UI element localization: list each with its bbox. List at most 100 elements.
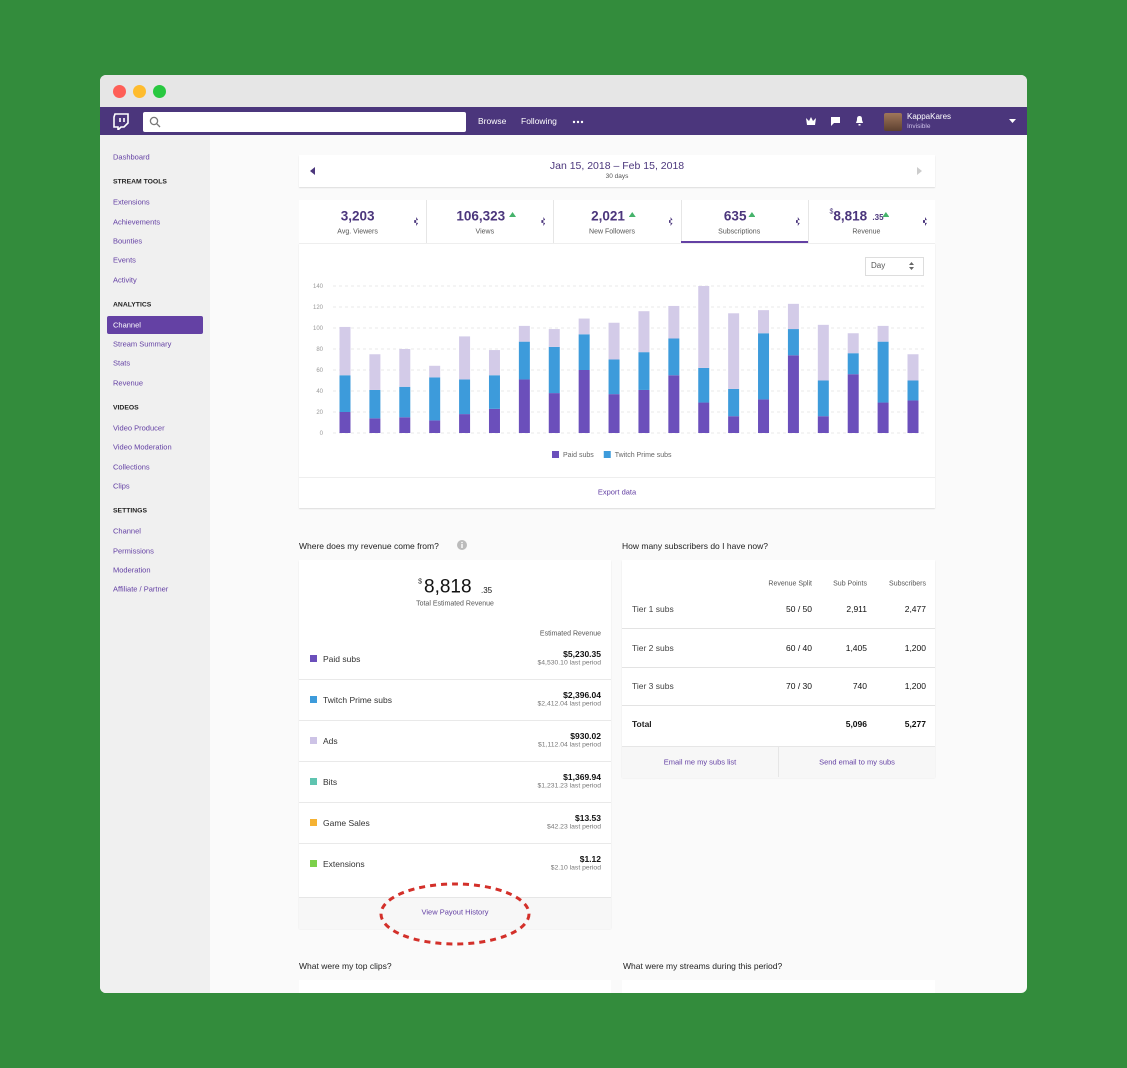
bar-segment: [728, 416, 740, 433]
sidebar-item[interactable]: Dashboard: [113, 152, 150, 162]
sidebar-item[interactable]: Events: [113, 255, 136, 265]
stat-value: 2,021: [591, 208, 625, 224]
info-icon[interactable]: [457, 540, 467, 550]
bar-segment: [369, 418, 381, 433]
bar-segment: [698, 286, 710, 368]
sidebar-item[interactable]: Activity: [113, 274, 137, 284]
bar-segment: [429, 420, 441, 433]
zoom-button[interactable]: [153, 85, 166, 98]
bar-segment: [787, 329, 799, 356]
sidebar-item[interactable]: Affiliate / Partner: [113, 584, 169, 594]
table-cell: 1,200: [904, 681, 926, 692]
interval-select[interactable]: [865, 257, 924, 276]
bar-segment: [638, 311, 650, 353]
more-icon[interactable]: [572, 120, 584, 124]
stat-label[interactable]: Subscriptions: [718, 228, 761, 236]
sidebar-item[interactable]: Collections: [113, 461, 150, 471]
up-indicator: [509, 212, 517, 217]
total-label: Total: [632, 718, 652, 729]
footer-button[interactable]: Send email to my subs: [819, 757, 895, 767]
interval-value: Day: [871, 261, 886, 270]
bar-segment: [728, 313, 740, 389]
section-heading: Where does my revenue come from?: [299, 540, 439, 551]
next-arrow[interactable]: [917, 167, 923, 175]
revenue-amount: $930.02: [570, 730, 601, 741]
y-tick-label: 0: [320, 431, 324, 437]
footer-button[interactable]: Email me my subs list: [663, 757, 737, 767]
twitch-logo[interactable]: [113, 113, 129, 130]
y-tick-label: 20: [316, 410, 323, 416]
tab-divider: [680, 200, 682, 243]
table-cell: 5,096: [845, 718, 867, 729]
bar-segment: [518, 341, 530, 380]
row-divider: [622, 666, 935, 668]
sidebar-item[interactable]: Achievements: [113, 216, 161, 226]
stat-label[interactable]: New Followers: [589, 228, 635, 236]
y-tick-label: 80: [316, 347, 323, 353]
stat-label[interactable]: Avg. Viewers: [337, 228, 378, 236]
column-header: Subscribers: [889, 580, 926, 588]
nav-link[interactable]: Following: [521, 115, 557, 126]
bar-segment: [638, 389, 650, 433]
bar-segment: [608, 322, 620, 360]
stat-label[interactable]: Views: [475, 228, 495, 236]
up-indicator: [882, 212, 890, 217]
sidebar-item[interactable]: Stats: [113, 358, 131, 368]
legend-swatch: [310, 819, 317, 826]
bar-segment: [668, 375, 680, 433]
bell-icon[interactable]: [854, 115, 865, 127]
bar-segment: [548, 329, 560, 347]
bar-segment: [369, 389, 381, 419]
section-heading: What were my streams during this period?: [623, 960, 783, 971]
prev-arrow[interactable]: [310, 167, 316, 175]
sidebar-item[interactable]: Channel: [113, 320, 141, 330]
export-link[interactable]: Export data: [597, 487, 637, 497]
table-cell: 740: [852, 681, 867, 692]
stat-label[interactable]: Revenue: [852, 228, 881, 236]
user-menu-caret[interactable]: [1009, 119, 1016, 124]
bar-segment: [459, 414, 471, 433]
revenue-name: Bits: [323, 776, 338, 787]
sidebar-item[interactable]: Moderation: [113, 565, 151, 575]
sidebar-item[interactable]: Channel: [113, 526, 141, 536]
up-indicator: [748, 212, 756, 217]
legend-swatch: [552, 451, 559, 458]
row-divider: [622, 628, 935, 629]
stat-currency: $: [829, 208, 834, 216]
whisper-icon[interactable]: [830, 116, 841, 127]
bar-segment: [907, 400, 919, 433]
revenue-previous: $1,112.04 last period: [538, 741, 601, 749]
sidebar-item[interactable]: Revenue: [113, 377, 144, 387]
minimize-button[interactable]: [133, 85, 146, 98]
date-bar: [299, 155, 935, 187]
sidebar-item[interactable]: Permissions: [113, 545, 154, 555]
sidebar-heading: VIDEOS: [113, 404, 139, 412]
y-tick-label: 100: [313, 326, 324, 332]
sidebar-item[interactable]: Clips: [113, 481, 130, 491]
sidebar-item[interactable]: Bounties: [113, 236, 143, 246]
sidebar-item[interactable]: Video Moderation: [113, 442, 172, 452]
bar-segment: [638, 352, 650, 390]
close-button[interactable]: [113, 85, 126, 98]
payout-link[interactable]: View Payout History: [421, 907, 489, 917]
sort-arrows: [795, 217, 800, 226]
table-cell: 5,277: [904, 718, 926, 729]
bar-segment: [548, 346, 560, 394]
sidebar-item[interactable]: Video Producer: [113, 423, 165, 433]
nav-link[interactable]: Browse: [478, 115, 507, 126]
bar-segment: [518, 325, 530, 342]
payout-footer: [299, 897, 611, 929]
bar-segment: [608, 394, 620, 433]
row-divider: [299, 802, 611, 803]
avatar[interactable]: [884, 113, 902, 131]
sidebar-item[interactable]: Stream Summary: [113, 339, 172, 349]
column-header: Revenue Split: [768, 580, 812, 588]
table-cell: 50 / 50: [786, 603, 812, 614]
bar-segment: [339, 326, 351, 376]
sidebar-item[interactable]: Extensions: [113, 197, 150, 207]
bar-segment: [369, 354, 381, 390]
search-box[interactable]: [143, 112, 466, 132]
crown-icon[interactable]: [805, 116, 817, 126]
bar-segment: [459, 379, 471, 415]
legend-swatch: [310, 737, 317, 744]
